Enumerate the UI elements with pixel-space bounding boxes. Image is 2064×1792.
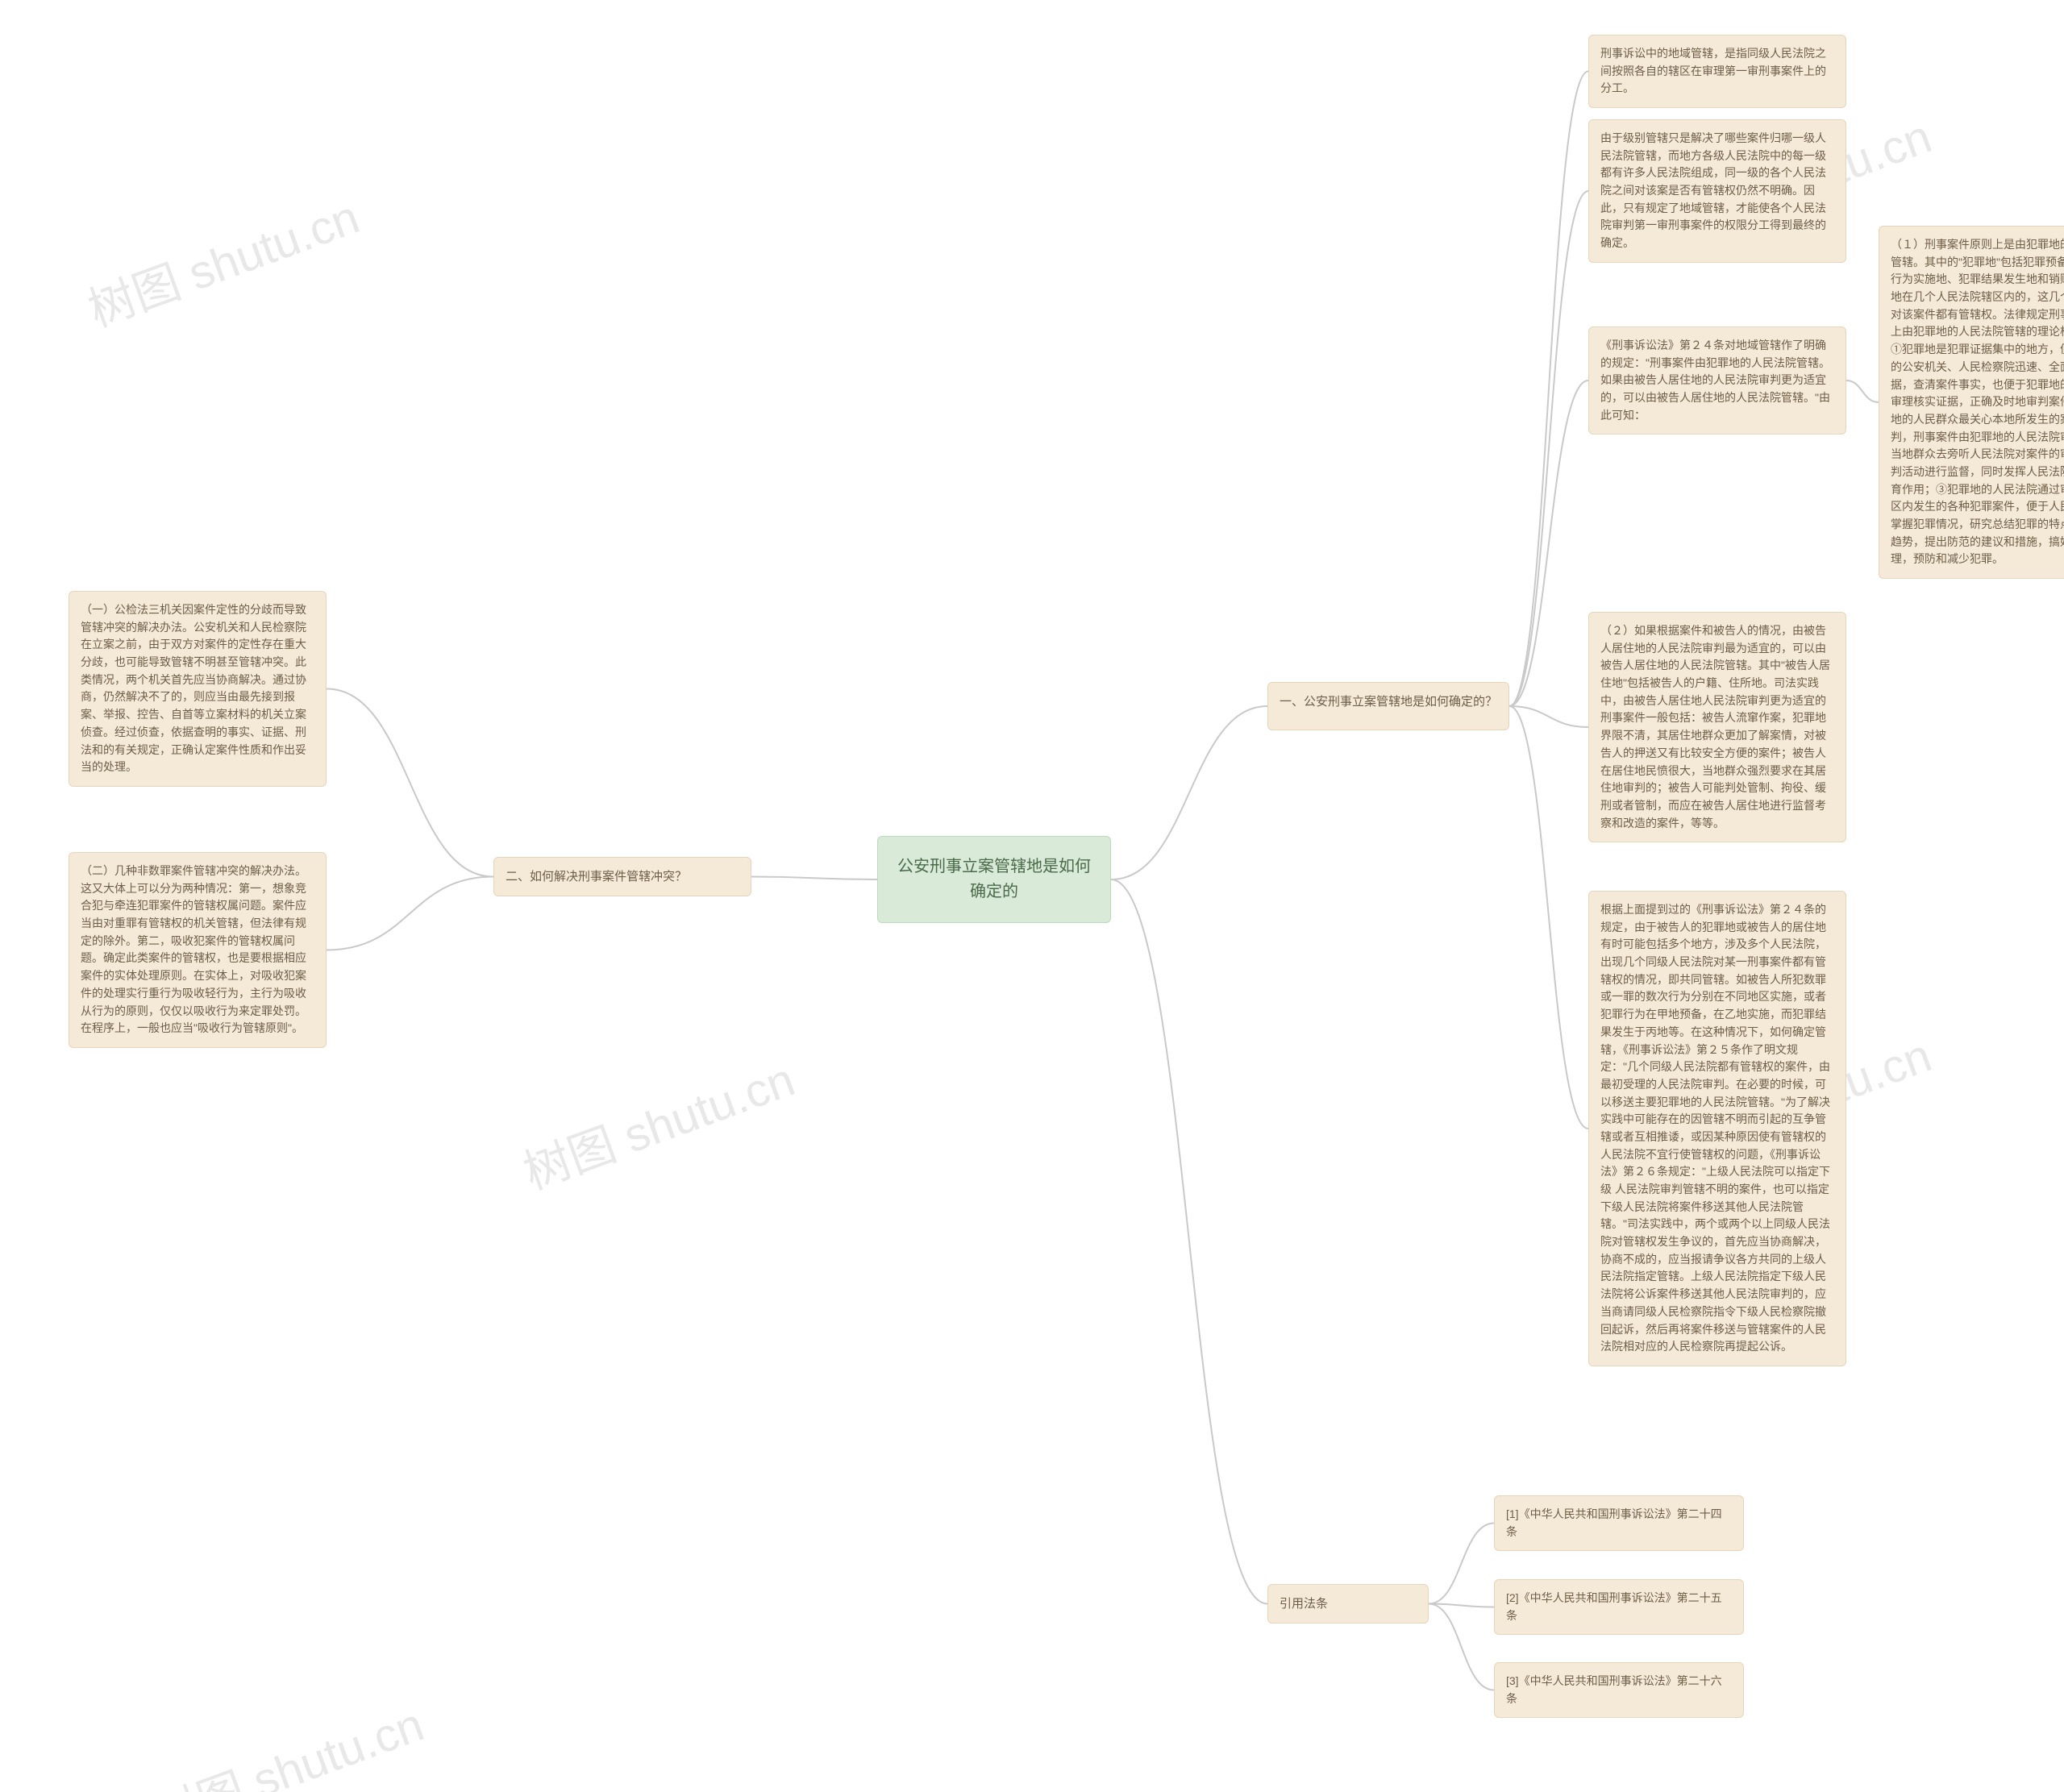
leaf-node: （１）刑事案件原则上是由犯罪地的人民法院管辖。其中的"犯罪地"包括犯罪预备地、犯… (1879, 226, 2064, 579)
node-label: [2]《中华人民共和国刑事诉讼法》第二十五条 (1506, 1591, 1722, 1622)
node-label: （１）刑事案件原则上是由犯罪地的人民法院管辖。其中的"犯罪地"包括犯罪预备地、犯… (1891, 238, 2064, 565)
node-label: [1]《中华人民共和国刑事诉讼法》第二十四条 (1506, 1507, 1722, 1538)
leaf-node: 《刑事诉讼法》第２４条对地域管辖作了明确的规定："刑事案件由犯罪地的人民法院管辖… (1588, 326, 1846, 434)
branch-node: 引用法条 (1267, 1584, 1429, 1624)
node-label: 《刑事诉讼法》第２４条对地域管辖作了明确的规定："刑事案件由犯罪地的人民法院管辖… (1600, 339, 1830, 422)
node-label: 二、如何解决刑事案件管辖冲突？ (506, 870, 687, 884)
watermark: 树图 shutu.cn (77, 179, 367, 339)
connector (327, 689, 493, 877)
node-label: 由于级别管辖只是解决了哪些案件归哪一级人民法院管辖，而地方各级人民法院中的每一级… (1600, 131, 1826, 249)
connector (1509, 706, 1588, 1129)
connector (751, 877, 877, 880)
connector (1509, 380, 1588, 706)
connector (327, 877, 493, 950)
watermark: 树图 shutu.cn (513, 1042, 802, 1202)
connector (1429, 1604, 1494, 1690)
node-label: 引用法条 (1280, 1597, 1328, 1611)
leaf-node: 根据上面提到过的《刑事诉讼法》第２４条的规定，由于被告人的犯罪地或被告人的居住地… (1588, 891, 1846, 1366)
node-label: 一、公安刑事立案管辖地是如何确定的？ (1280, 695, 1497, 709)
leaf-node: 由于级别管辖只是解决了哪些案件归哪一级人民法院管辖，而地方各级人民法院中的每一级… (1588, 119, 1846, 263)
connector (1429, 1604, 1494, 1607)
connector (1509, 191, 1588, 706)
branch-node: 一、公安刑事立案管辖地是如何确定的？ (1267, 682, 1509, 730)
node-label: 根据上面提到过的《刑事诉讼法》第２４条的规定，由于被告人的犯罪地或被告人的居住地… (1600, 903, 1830, 1353)
leaf-node: （一）公检法三机关因案件定性的分歧而导致管辖冲突的解决办法。公安机关和人民检察院… (69, 591, 327, 787)
root-node: 公安刑事立案管辖地是如何确定的 (877, 836, 1111, 923)
leaf-node: [2]《中华人民共和国刑事诉讼法》第二十五条 (1494, 1579, 1744, 1635)
connector (1111, 879, 1267, 1604)
leaf-node: [3]《中华人民共和国刑事诉讼法》第二十六条 (1494, 1662, 1744, 1718)
node-label: [3]《中华人民共和国刑事诉讼法》第二十六条 (1506, 1674, 1722, 1705)
connector (1111, 706, 1267, 879)
connector (1429, 1524, 1494, 1604)
leaf-node: 刑事诉讼中的地域管辖，是指同级人民法院之间按照各自的辖区在审理第一审刑事案件上的… (1588, 35, 1846, 108)
root-label: 公安刑事立案管辖地是如何确定的 (897, 858, 1091, 900)
node-label: （２）如果根据案件和被告人的情况，由被告人居住地的人民法院审判最为适宜的，可以由… (1600, 624, 1830, 829)
node-label: （一）公检法三机关因案件定性的分歧而导致管辖冲突的解决办法。公安机关和人民检察院… (81, 603, 306, 773)
connector (1509, 706, 1588, 727)
leaf-node: [1]《中华人民共和国刑事诉讼法》第二十四条 (1494, 1495, 1744, 1551)
node-label: 刑事诉讼中的地域管辖，是指同级人民法院之间按照各自的辖区在审理第一审刑事案件上的… (1600, 47, 1826, 94)
connector (1509, 72, 1588, 707)
connector (1846, 380, 1879, 402)
node-label: （二）几种非数罪案件管辖冲突的解决办法。这又大体上可以分为两种情况：第一，想象竞… (81, 864, 306, 1034)
leaf-node: （二）几种非数罪案件管辖冲突的解决办法。这又大体上可以分为两种情况：第一，想象竞… (69, 852, 327, 1048)
branch-node: 二、如何解决刑事案件管辖冲突？ (493, 857, 751, 896)
watermark: 树图 shutu.cn (142, 1686, 431, 1792)
leaf-node: （２）如果根据案件和被告人的情况，由被告人居住地的人民法院审判最为适宜的，可以由… (1588, 612, 1846, 842)
